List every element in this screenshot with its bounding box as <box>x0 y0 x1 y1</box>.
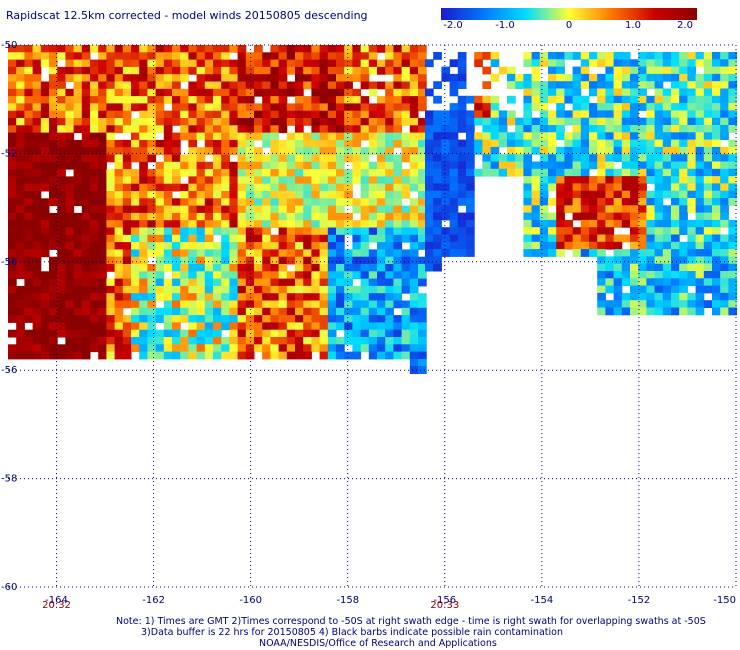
map-title: Rapidscat 12.5km corrected - model winds… <box>6 9 368 22</box>
latitude-tick-label: -52 <box>1 148 17 159</box>
longitude-tick-label: -154 <box>531 595 554 606</box>
latitude-tick-label: -58 <box>1 474 17 485</box>
colorbar-label: -1.0 <box>495 20 515 31</box>
longitude-tick-label: -150 <box>713 595 736 606</box>
colorbar-label: -2.0 <box>443 20 463 31</box>
longitude-tick-label: -152 <box>628 595 651 606</box>
latitude-tick-label: -60 <box>1 582 17 593</box>
colorbar-gradient <box>441 8 697 20</box>
note-credit: NOAA/NESDIS/Office of Research and Appli… <box>259 638 497 649</box>
swath-time-label: 20:32 <box>42 600 71 610</box>
latitude-tick-label: -56 <box>1 365 17 376</box>
colorbar <box>441 8 697 20</box>
colorbar-label: 2.0 <box>677 20 693 31</box>
longitude-tick-label: -160 <box>239 595 262 606</box>
latitude-tick-label: -54 <box>1 257 17 268</box>
note-buffer: 3)Data buffer is 22 hrs for 20150805 4) … <box>141 627 563 638</box>
longitude-tick-label: -156 <box>433 595 456 606</box>
swath-time-label: 20:33 <box>430 600 459 610</box>
map-gridlines <box>8 44 737 588</box>
note-times: Note: 1) Times are GMT 2)Times correspon… <box>116 616 706 627</box>
longitude-tick-label: -162 <box>142 595 165 606</box>
longitude-tick-label: -158 <box>336 595 359 606</box>
wind-difference-map: -164 -162 -160 -158 -156 -154 -152 -150 -50 -52 -5… <box>1 40 738 610</box>
longitude-tick-label: -164 <box>45 595 68 606</box>
colorbar-labels: -2.0 -1.0 0 1.0 2.0 <box>0 20 740 34</box>
colorbar-label: 0 <box>565 20 573 31</box>
wind-difference-cells <box>8 45 738 374</box>
colorbar-label: 1.0 <box>625 20 641 31</box>
latitude-tick-label: -50 <box>1 40 17 51</box>
